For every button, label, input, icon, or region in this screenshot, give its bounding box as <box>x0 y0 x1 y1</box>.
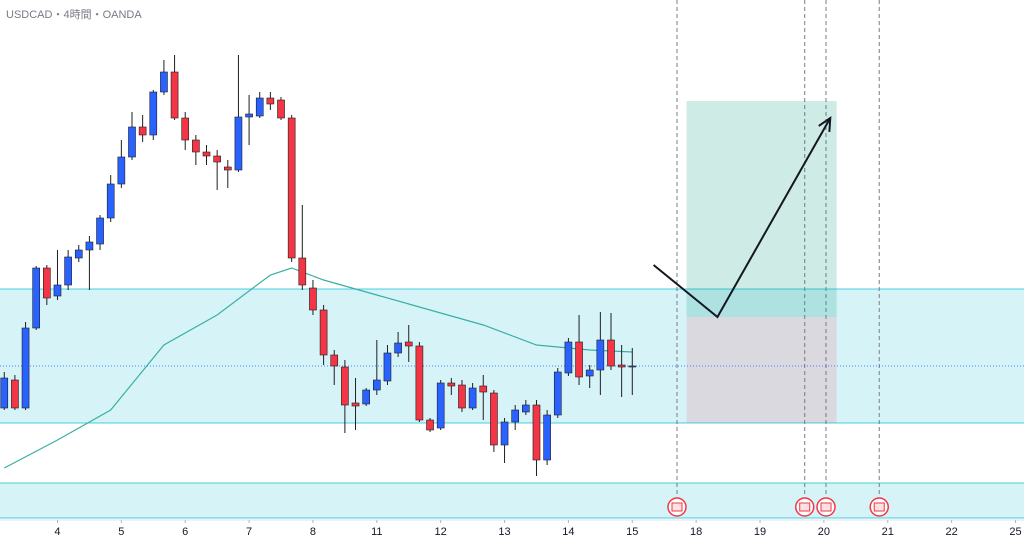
candle-body <box>617 364 626 368</box>
x-tick-label: 19 <box>754 526 766 538</box>
candle-body <box>532 404 541 461</box>
candle-body <box>575 341 583 378</box>
candle-body <box>490 392 498 446</box>
candle-body <box>479 385 488 393</box>
x-tick-label: 5 <box>118 526 124 538</box>
candle-body <box>255 97 264 117</box>
candle-body <box>404 341 413 347</box>
candle-body <box>287 117 296 259</box>
candle-body <box>447 382 456 387</box>
candle-body <box>213 155 221 163</box>
moving-average <box>4 267 633 469</box>
candle-body <box>394 342 402 354</box>
candle-body <box>85 241 94 251</box>
event-icon <box>869 497 889 517</box>
event-icon-flag <box>873 502 885 512</box>
candle-body <box>266 97 275 105</box>
candle-body <box>106 183 115 219</box>
x-tick-label: 20 <box>818 526 830 538</box>
x-tick-label: 15 <box>626 526 638 538</box>
event-icon-flag <box>799 502 811 512</box>
x-tick-label: 25 <box>1009 526 1021 538</box>
candle-body <box>96 217 104 245</box>
candle-body <box>234 116 243 171</box>
position-stop <box>686 317 837 423</box>
candle-body <box>341 366 349 406</box>
candle-body <box>11 379 19 409</box>
candle-body <box>553 371 562 416</box>
candle-body <box>223 166 232 171</box>
candle-body <box>458 384 466 409</box>
candle-body <box>192 139 200 153</box>
arrow <box>652 117 832 319</box>
x-tick-label: 22 <box>945 526 957 538</box>
candle-body <box>0 377 9 409</box>
candle-body <box>628 365 637 368</box>
candle-body <box>245 113 253 118</box>
candle-body <box>607 339 615 367</box>
candle-body <box>128 126 136 158</box>
candle-body <box>330 354 339 367</box>
candle-body <box>543 414 551 461</box>
candle-body <box>351 402 360 407</box>
candle-body <box>468 387 477 409</box>
event-icon-flag <box>820 502 832 512</box>
position-target <box>686 101 837 317</box>
candle-body <box>117 156 126 185</box>
x-tick-label: 4 <box>54 526 60 538</box>
x-tick-label: 18 <box>690 526 702 538</box>
candle-body <box>149 91 158 136</box>
candle-body <box>74 249 83 259</box>
x-tick-label: 21 <box>882 526 894 538</box>
x-tick-label: 7 <box>246 526 252 538</box>
candle-body <box>160 71 168 93</box>
candle-body <box>522 404 530 413</box>
candle-body <box>373 379 381 391</box>
candle-body <box>564 341 573 374</box>
candle-body <box>181 117 190 141</box>
candle-body <box>64 256 72 286</box>
event-icon <box>794 497 815 517</box>
candle-body <box>21 327 30 409</box>
plot <box>0 0 1024 519</box>
x-tick-label: 8 <box>310 526 316 538</box>
event-icon-flag <box>671 502 683 512</box>
candle-body <box>170 71 179 119</box>
candle-body <box>415 345 424 421</box>
candle-body <box>511 409 520 423</box>
x-tick-label: 11 <box>371 526 382 538</box>
candle-body <box>585 369 594 377</box>
candle-body <box>596 339 605 371</box>
x-tick-label: 12 <box>435 526 447 538</box>
candle-body <box>32 267 41 329</box>
candle-body <box>43 267 51 299</box>
candle-body <box>383 352 392 382</box>
candle-body <box>277 99 285 119</box>
candle-body <box>53 284 62 297</box>
candle-body <box>202 151 211 157</box>
chart-title: USDCAD・4時間・OANDA <box>6 8 142 21</box>
candle-body <box>362 389 370 405</box>
x-tick-label: 13 <box>498 526 510 538</box>
arrow-head <box>818 116 832 133</box>
zone <box>0 483 1024 518</box>
candle-body <box>138 126 147 136</box>
candle-body <box>426 419 434 431</box>
candle-body <box>436 382 445 429</box>
candle-body <box>319 309 328 356</box>
event-icon <box>667 497 687 517</box>
candle-body <box>500 421 509 446</box>
x-tick-label: 14 <box>562 526 574 538</box>
x-tick-label: 6 <box>182 526 188 538</box>
zone <box>0 289 1024 423</box>
event-icon <box>816 497 836 517</box>
candle-body <box>309 287 317 311</box>
candle-body <box>298 257 307 286</box>
